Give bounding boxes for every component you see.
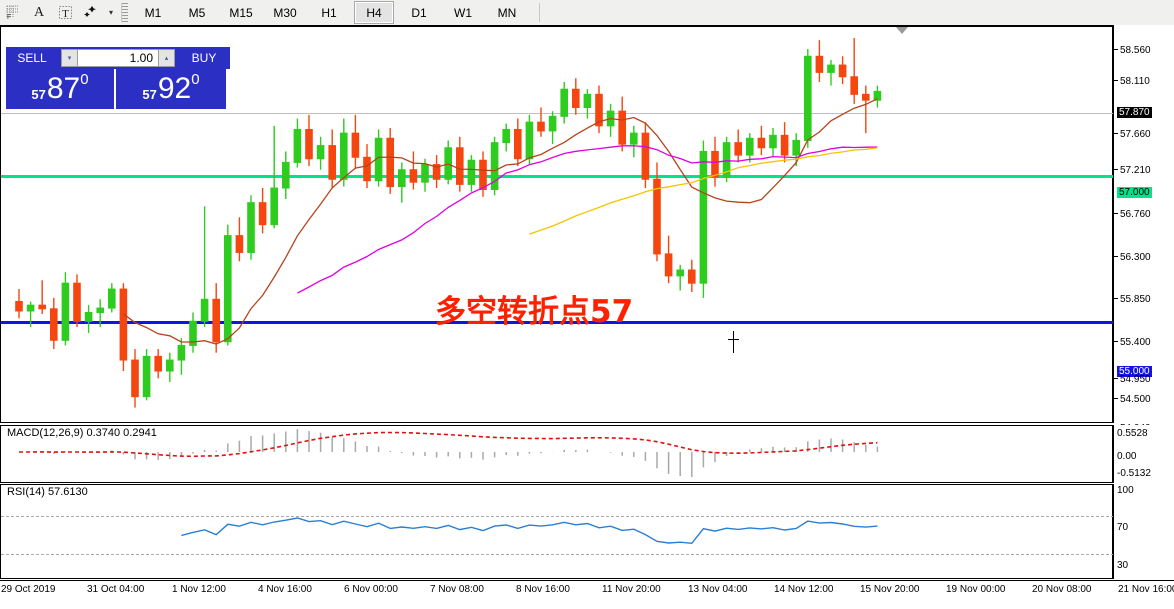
chart-toolbar: F A T ▾ M1 M5 M15 M30 H1 H4 D1 W1 MN <box>0 0 1174 26</box>
price-tick-54-500: 54.500 <box>1114 394 1151 405</box>
sell-price-fraction: 0 <box>80 71 89 88</box>
rsi-label: RSI(14) 57.6130 <box>5 486 90 498</box>
shapes-icon[interactable] <box>78 1 104 24</box>
price-tick-55-000: 55.000 <box>1117 366 1152 377</box>
timeframe-h4[interactable]: H4 <box>354 1 394 24</box>
rsi-level-70 <box>1 516 1114 517</box>
price-tick-54-950: 54.950 <box>1114 374 1151 385</box>
timeframe-w1[interactable]: W1 <box>454 5 472 20</box>
time-tick-4: 6 Nov 00:00 <box>344 584 398 595</box>
toolbar-separator-right <box>539 3 546 22</box>
rsi-level-30 <box>1 554 1114 555</box>
time-tick-8: 13 Nov 04:00 <box>688 584 748 595</box>
buy-button[interactable]: BUY <box>178 47 230 69</box>
rsi-pane[interactable]: RSI(14) 57.6130 <box>0 484 1114 579</box>
price-chart-pane[interactable]: 多空转折点57 <box>0 25 1114 423</box>
time-tick-11: 19 Nov 00:00 <box>946 584 1006 595</box>
level-line-55000[interactable] <box>1 321 1114 324</box>
macd-tick-2: -0.5132 <box>1117 468 1151 479</box>
price-tick-56-760: 56.760 <box>1114 209 1151 220</box>
price-tick-58-560: 58.560 <box>1114 45 1151 56</box>
buy-price-big-figure: 57 <box>142 87 157 102</box>
time-tick-12: 20 Nov 08:00 <box>1032 584 1092 595</box>
timeframe-m15[interactable]: M15 <box>229 5 253 20</box>
bar-marker-icon <box>896 27 908 34</box>
time-tick-2: 1 Nov 12:00 <box>172 584 226 595</box>
time-axis[interactable]: 29 Oct 2019 31 Oct 04:00 1 Nov 12:00 4 Nov … <box>0 580 1174 609</box>
volume-decrement-button[interactable]: ▾ <box>61 49 78 67</box>
svg-text:F: F <box>7 14 11 20</box>
rsi-tick-70: 70 <box>1117 522 1129 533</box>
macd-pane[interactable]: MACD(12,26,9) 0.3740 0.2941 <box>0 425 1113 483</box>
buy-price-display[interactable]: 57 92 0 <box>116 69 226 109</box>
timeframe-m1[interactable]: M1 <box>144 5 162 20</box>
macd-tick-1: 0.00 <box>1117 451 1137 462</box>
time-tick-3: 4 Nov 16:00 <box>258 584 312 595</box>
price-tick-56-300: 56.300 <box>1114 252 1151 263</box>
sell-price-pips: 87 <box>46 72 81 105</box>
rsi-series <box>181 517 878 545</box>
svg-text:T: T <box>62 8 69 20</box>
price-tick-57-210: 57.210 <box>1114 165 1151 176</box>
time-tick-6: 8 Nov 16:00 <box>516 584 570 595</box>
rsi-tick-100: 100 <box>1117 485 1134 496</box>
candlestick-series <box>15 37 882 408</box>
price-tick-58-110: 58.110 <box>1114 76 1150 87</box>
time-tick-10: 15 Nov 20:00 <box>860 584 920 595</box>
timeframe-mn[interactable]: MN <box>497 5 517 20</box>
macd-tick-0: 0.5528 <box>1117 428 1148 439</box>
time-tick-7: 11 Nov 20:00 <box>602 584 661 595</box>
macd-series <box>19 429 879 478</box>
time-tick-0: 29 Oct 2019 <box>1 584 56 595</box>
crosshair-f-icon[interactable]: F <box>0 1 26 24</box>
time-tick-13: 21 Nov 16:00 <box>1118 584 1174 595</box>
text-a-icon[interactable]: A <box>33 4 45 20</box>
volume-increment-button[interactable]: ▴ <box>158 49 175 67</box>
buy-price-fraction: 0 <box>191 71 200 88</box>
timeframe-m30[interactable]: M30 <box>273 5 297 20</box>
text-box-icon[interactable]: T <box>52 1 78 24</box>
price-tick-57-660: 57.660 <box>1114 129 1151 140</box>
timeframe-d1[interactable]: D1 <box>411 5 427 20</box>
time-tick-5: 7 Nov 08:00 <box>430 584 484 595</box>
toolbar-separator <box>121 3 128 22</box>
macd-axis: 0.5528 0.00 -0.5132 <box>1113 425 1174 483</box>
buy-price-pips: 92 <box>157 72 192 105</box>
level-line-57000[interactable] <box>1 175 1114 178</box>
sell-price-big-figure: 57 <box>31 87 46 102</box>
price-tick-57-000: 57.000 <box>1117 187 1152 198</box>
chevron-down-icon[interactable]: ▾ <box>108 8 113 17</box>
sell-button[interactable]: SELL <box>6 47 58 69</box>
price-tick-57-870: 57.870 <box>1117 107 1152 118</box>
current-price-line <box>1 113 1114 114</box>
rsi-axis: 10070300 <box>1113 484 1174 596</box>
volume-input[interactable]: 1.00 <box>78 49 158 67</box>
price-axis[interactable]: 58.560 58.110 57.870 57.660 57.210 57.000 56.7… <box>1113 25 1174 477</box>
price-tick-55-400: 55.400 <box>1114 337 1151 348</box>
time-tick-9: 14 Nov 12:00 <box>774 584 834 595</box>
price-tick-55-850: 55.850 <box>1114 294 1151 305</box>
one-click-trading-panel[interactable]: SELL ▾ 1.00 ▴ BUY 57 87 0 57 92 0 <box>6 47 230 109</box>
sell-price-display[interactable]: 57 87 0 <box>6 69 116 109</box>
timeframe-h1[interactable]: H1 <box>321 5 337 20</box>
chart-annotation-text: 多空转折点57 <box>435 294 634 330</box>
rsi-tick-30: 30 <box>1117 560 1129 571</box>
volume-stepper[interactable]: ▾ 1.00 ▴ <box>58 47 178 69</box>
time-tick-1: 31 Oct 04:00 <box>87 584 145 595</box>
timeframe-m5[interactable]: M5 <box>188 5 206 20</box>
macd-label: MACD(12,26,9) 0.3740 0.2941 <box>5 427 159 439</box>
